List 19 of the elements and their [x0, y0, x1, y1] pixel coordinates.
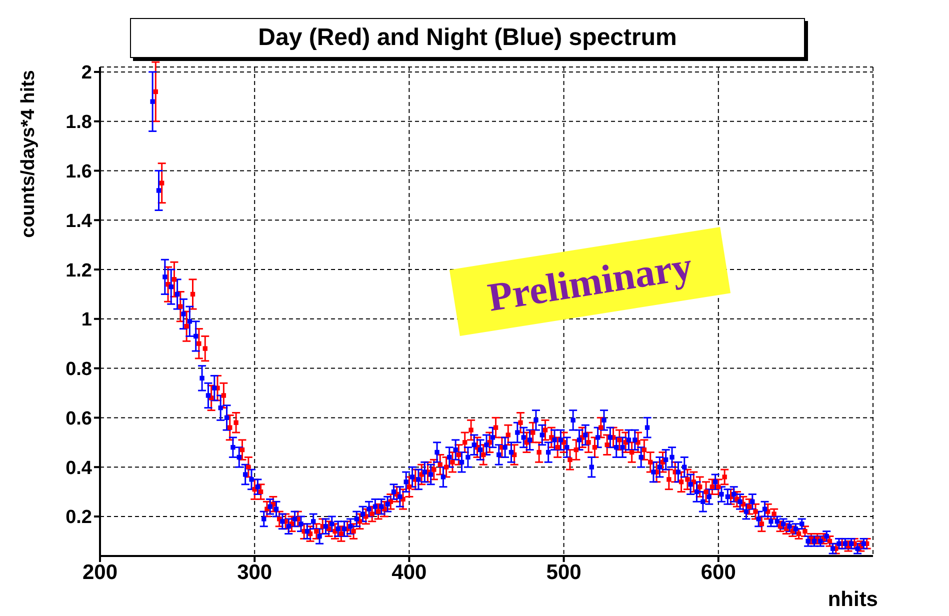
y-tick-label: 1.2 [66, 260, 92, 282]
annotation: Preliminary [449, 226, 730, 336]
y-tick-label: 0.6 [66, 408, 92, 430]
x-tick-label: 400 [392, 560, 427, 584]
y-tick-label: 1.8 [66, 112, 92, 134]
y-tick-label: 0.2 [66, 507, 92, 528]
y-axis-title: counts/days*4 hits [18, 70, 40, 240]
y-tick-label: 2 [81, 62, 92, 84]
x-tick-label: 200 [82, 560, 118, 584]
x-tick-label: 500 [546, 560, 582, 584]
chart-title: Day (Red) and Night (Blue) spectrum [130, 18, 805, 58]
y-tick-label: 0.8 [66, 359, 92, 380]
y-tick-label: 1.4 [66, 210, 92, 232]
y-tick-label: 0.4 [66, 458, 92, 479]
x-tick-label: 600 [700, 560, 736, 584]
x-tick-label: 300 [237, 560, 272, 584]
x-axis-title: nhits [826, 588, 878, 612]
y-tick-label: 1 [81, 310, 92, 331]
y-tick-label: 1.6 [66, 161, 92, 182]
